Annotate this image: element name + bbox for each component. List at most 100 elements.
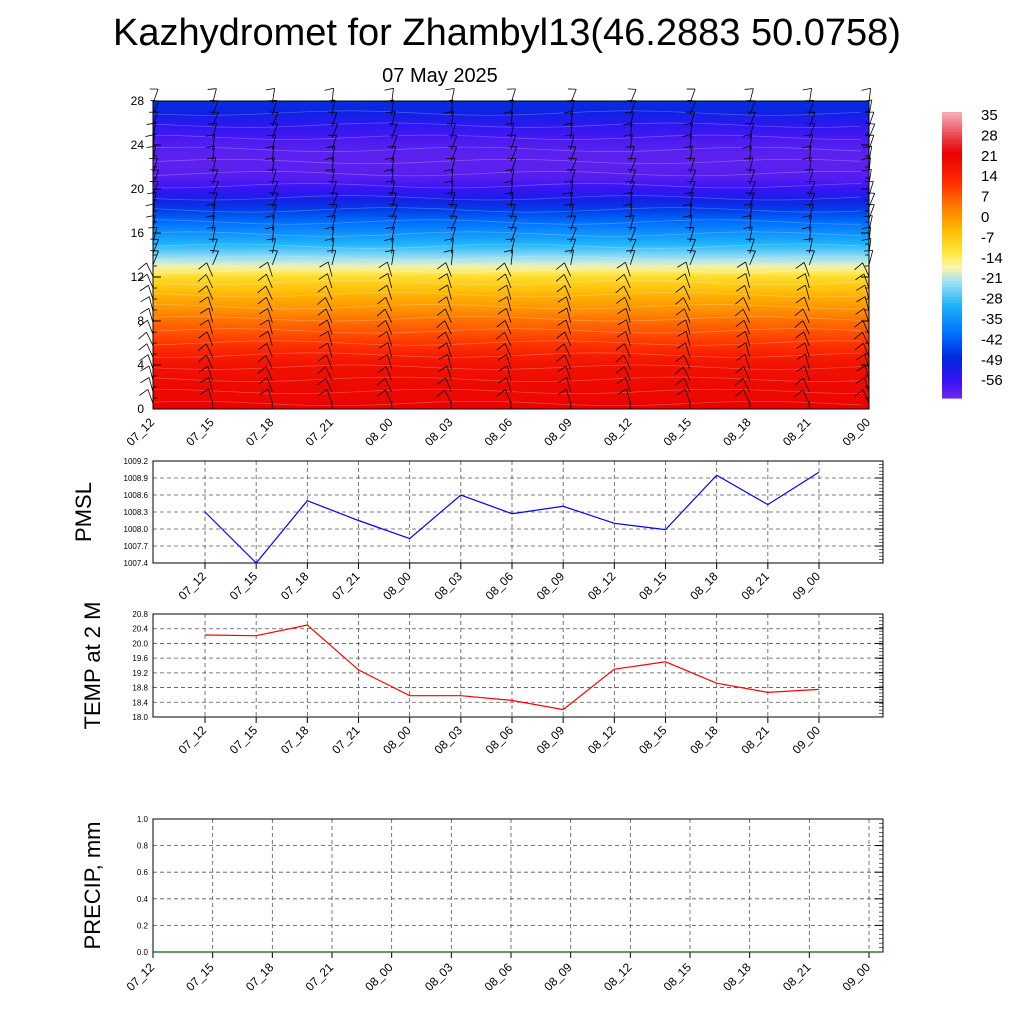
wind-barb-flag bbox=[735, 297, 744, 305]
colorbar-segment bbox=[942, 258, 962, 262]
wind-barb bbox=[685, 331, 691, 346]
x-tick-label: 07_15 bbox=[227, 723, 261, 757]
wind-barb bbox=[749, 100, 756, 115]
x-tick-label: 08_00 bbox=[380, 569, 414, 603]
wind-barb-flag bbox=[556, 285, 566, 293]
y-tick-label: 1008.9 bbox=[124, 474, 149, 483]
wind-barb-flag bbox=[802, 87, 812, 91]
wind-barb bbox=[510, 192, 514, 208]
wind-barb bbox=[208, 388, 214, 404]
wind-barb bbox=[327, 342, 333, 358]
wind-barb-flag bbox=[856, 365, 866, 372]
wind-barb bbox=[450, 157, 456, 173]
wind-barb bbox=[564, 331, 572, 346]
wind-barb-flag bbox=[207, 122, 217, 125]
wind-barb bbox=[570, 100, 575, 115]
wind-barb-flag bbox=[138, 331, 147, 340]
wind-barb-flag bbox=[436, 331, 446, 339]
wind-barb bbox=[566, 296, 572, 312]
wind-barb-flag bbox=[139, 389, 149, 396]
y-tick-label: 1007.4 bbox=[124, 559, 149, 568]
x-tick-label: 07_12 bbox=[124, 415, 158, 449]
wind-barb-flag bbox=[206, 157, 216, 160]
wind-barb bbox=[804, 342, 810, 358]
colorbar-segment bbox=[942, 388, 962, 393]
wind-barb bbox=[689, 111, 696, 127]
wind-barb bbox=[689, 250, 696, 266]
wind-barb bbox=[564, 354, 572, 370]
wind-barb bbox=[505, 273, 512, 289]
wind-barb-flag bbox=[259, 319, 269, 326]
wind-barb-flag bbox=[257, 296, 267, 305]
wind-barb bbox=[808, 146, 812, 161]
wind-barb bbox=[385, 366, 393, 381]
wind-barb bbox=[864, 354, 870, 369]
wind-barb-flag bbox=[497, 284, 507, 292]
wind-barb bbox=[689, 134, 692, 150]
wind-barb-flag bbox=[140, 365, 150, 372]
wind-barb-flag bbox=[147, 192, 157, 195]
wind-barb bbox=[749, 215, 752, 231]
x-tick-label: 08_09 bbox=[541, 960, 575, 994]
colorbar-segment bbox=[942, 210, 962, 215]
wind-barb bbox=[570, 192, 573, 208]
wind-barb bbox=[212, 192, 218, 208]
wind-barb bbox=[445, 331, 452, 346]
colorbar-segment bbox=[942, 296, 962, 301]
wind-barb bbox=[570, 111, 573, 127]
wind-barb bbox=[565, 319, 572, 335]
wind-barb-flag bbox=[318, 389, 328, 396]
colorbar-segment bbox=[942, 394, 962, 399]
wind-barb bbox=[212, 215, 215, 231]
wind-barb-flag bbox=[497, 377, 508, 384]
wind-barb-flag bbox=[318, 342, 329, 349]
wind-barb-flag bbox=[804, 169, 814, 171]
x-tick-label: 09_00 bbox=[840, 415, 874, 449]
wind-barb bbox=[808, 226, 812, 242]
wind-barb-flag bbox=[264, 145, 275, 149]
wind-barb bbox=[265, 355, 273, 370]
wind-barb-flag bbox=[437, 296, 448, 303]
wind-barb bbox=[868, 215, 873, 231]
contour-line bbox=[152, 110, 862, 116]
wind-barb-flag bbox=[257, 366, 267, 374]
wind-barb bbox=[212, 250, 219, 266]
wind-barb bbox=[146, 274, 154, 289]
wind-barb bbox=[624, 297, 631, 312]
wind-barb bbox=[450, 227, 456, 242]
wind-barb bbox=[749, 169, 756, 185]
wind-barb-flag bbox=[325, 168, 335, 172]
colorbar-segment bbox=[942, 299, 962, 304]
wind-barb bbox=[271, 100, 278, 115]
wind-barb bbox=[267, 331, 273, 346]
y-tick-label: 1.0 bbox=[137, 815, 149, 824]
wind-barb bbox=[804, 273, 810, 289]
wind-barb bbox=[331, 250, 337, 266]
colorbar-segment bbox=[942, 159, 962, 164]
wind-barb bbox=[447, 354, 452, 369]
wind-barb-flag bbox=[140, 296, 150, 303]
wind-barb bbox=[386, 331, 393, 346]
wind-barb bbox=[684, 308, 691, 323]
wind-barb-flag bbox=[138, 262, 147, 271]
wind-barb bbox=[267, 262, 273, 277]
wind-barb bbox=[446, 273, 452, 289]
x-tick-label: 07_18 bbox=[278, 569, 312, 603]
wind-barb-flag bbox=[796, 273, 806, 280]
colorbar-segment bbox=[942, 112, 962, 116]
wind-barb bbox=[742, 308, 751, 323]
wind-barb bbox=[570, 146, 577, 162]
x-tick-label: 08_15 bbox=[661, 415, 695, 449]
wind-barb-flag bbox=[198, 354, 207, 363]
wind-barb bbox=[570, 169, 576, 185]
contour-line bbox=[152, 195, 862, 201]
y-tick-label: 1007.7 bbox=[124, 542, 149, 551]
wind-barb bbox=[864, 284, 870, 300]
wind-barb-flag bbox=[734, 308, 744, 317]
wind-barb bbox=[206, 331, 214, 346]
wind-barb-flag bbox=[743, 157, 753, 160]
x-tick-label: 07_21 bbox=[303, 415, 337, 449]
colorbar-segment bbox=[942, 375, 962, 380]
wind-barb-flag bbox=[556, 354, 566, 362]
wind-barb-flag bbox=[139, 284, 149, 292]
